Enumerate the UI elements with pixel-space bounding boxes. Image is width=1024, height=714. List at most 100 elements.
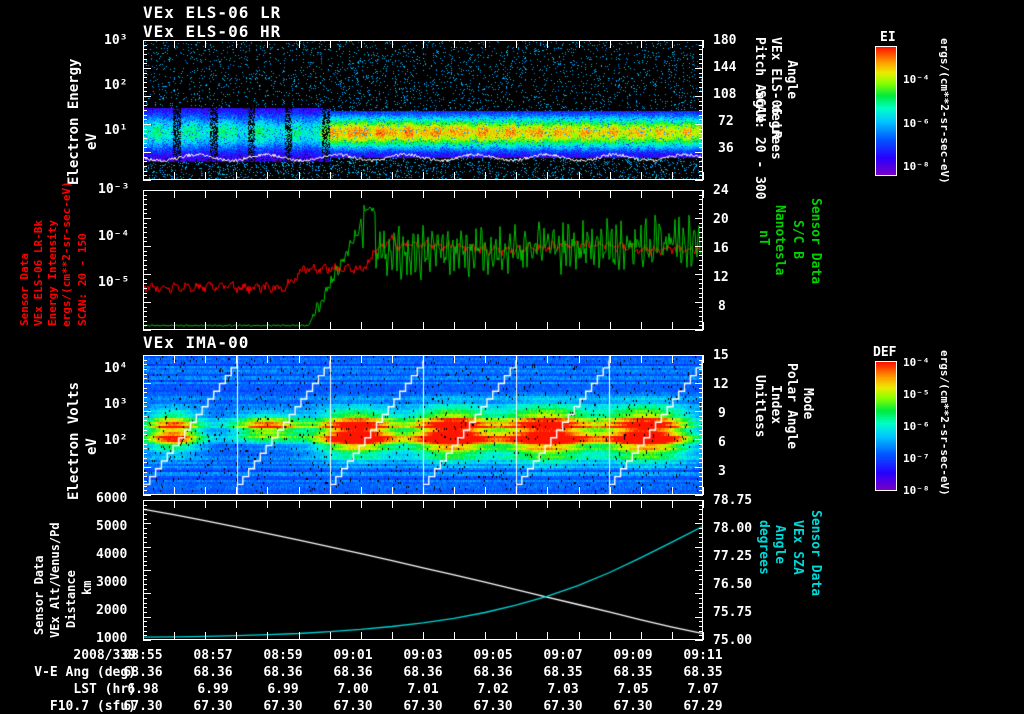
panel3-y2tick-1: 12 [713, 377, 729, 392]
panel4-y2tick-0: 78.75 [713, 493, 753, 508]
colorbar2-tick-3: 10⁻⁷ [903, 452, 930, 465]
panel2-timeseries[interactable] [143, 190, 703, 330]
bottom-cell-lst-0: 6.98 [127, 682, 159, 697]
panel4-left-label-4: km [80, 580, 94, 595]
panel2-ytick-0: 10⁻³ [98, 182, 130, 197]
panel1-title-hr: VEx ELS-06 HR [143, 22, 282, 41]
colorbar1-tick-1: 10⁻⁶ [903, 117, 930, 130]
colorbar1[interactable] [875, 46, 897, 176]
bottom-cell-ve_ang-2: 68.36 [263, 665, 303, 680]
bottom-cell-times-1: 08:57 [193, 648, 233, 663]
panel3-left-axis-units: eV [84, 438, 100, 455]
panel3-ytick-0: 10⁴ [104, 361, 128, 376]
panel1-left-axis-units: eV [84, 133, 100, 150]
colorbar2-tick-1: 10⁻⁵ [903, 388, 930, 401]
panel1-ytick-0: 10³ [104, 33, 128, 48]
bottom-cell-f107-3: 67.30 [333, 699, 373, 714]
bottom-cell-f107-7: 67.30 [613, 699, 653, 714]
bottom-cell-f107-1: 67.30 [193, 699, 233, 714]
panel1-ytick-1: 10² [104, 78, 128, 93]
panel3-spectrogram[interactable] [143, 355, 703, 495]
panel2-left-label-1: Sensor Data [18, 253, 31, 326]
panel4-ytick-0: 6000 [96, 491, 128, 506]
panel2-right-label-3: Nanotesla [772, 205, 787, 276]
panel2-left-label-4: ergs/(cm**2-sr-sec-eV) [60, 181, 73, 327]
panel3-right-label-3: Index [768, 385, 783, 425]
colorbar2-tick-2: 10⁻⁶ [903, 420, 930, 433]
bottom-cell-f107-5: 67.30 [473, 699, 513, 714]
bottom-row-label-2: LST (hr) [73, 682, 136, 697]
bottom-cell-lst-4: 7.01 [407, 682, 439, 697]
panel4-timeseries[interactable] [143, 500, 703, 640]
bottom-cell-f107-4: 67.30 [403, 699, 443, 714]
bottom-cell-f107-8: 67.29 [683, 699, 723, 714]
panel4-ytick-2: 4000 [96, 547, 128, 562]
bottom-cell-ve_ang-6: 68.35 [543, 665, 583, 680]
panel1-right-label-5: SCAN: 20 - 300 [752, 90, 767, 200]
panel3-left-axis-label: Electron Volts [66, 381, 82, 500]
panel2-ytick-2: 10⁻⁵ [98, 275, 130, 290]
colorbar2[interactable] [875, 361, 897, 491]
colorbar1-tick-0: 10⁻⁴ [903, 73, 930, 86]
bottom-cell-times-0: 08:55 [123, 648, 163, 663]
colorbar1-title: EI [880, 30, 896, 45]
bottom-cell-lst-1: 6.99 [197, 682, 229, 697]
panel4-left-label-3: Distance [64, 570, 78, 628]
panel2-right-label-1: Sensor Data [808, 198, 823, 285]
bottom-cell-ve_ang-5: 68.36 [473, 665, 513, 680]
colorbar2-tick-0: 10⁻⁴ [903, 356, 930, 369]
panel4-left-label-1: Sensor Data [32, 555, 46, 635]
colorbar1-tick-2: 10⁻⁸ [903, 160, 930, 173]
panel3-ytick-2: 10² [104, 433, 128, 448]
bottom-cell-ve_ang-0: 68.36 [123, 665, 163, 680]
panel2-right-label-4: nT [756, 230, 771, 246]
bottom-cell-lst-6: 7.03 [547, 682, 579, 697]
panel1-y2tick-1: 144 [713, 60, 737, 75]
panel1-left-axis-label: Electron Energy [66, 58, 82, 185]
panel2-ytick-1: 10⁻⁴ [98, 229, 130, 244]
panel3-ytick-1: 10³ [104, 397, 128, 412]
panel4-left-label-2: VEx Alt/Venus/Pd [48, 522, 62, 638]
bottom-cell-lst-3: 7.00 [337, 682, 369, 697]
bottom-cell-ve_ang-1: 68.36 [193, 665, 233, 680]
colorbar2-title: DEF [873, 345, 897, 360]
panel2-left-label-5: SCAN: 20 - 150 [76, 233, 89, 326]
bottom-cell-ve_ang-4: 68.36 [403, 665, 443, 680]
panel1-y2tick-2: 108 [713, 87, 737, 102]
bottom-cell-times-4: 09:03 [403, 648, 443, 663]
panel2-y2tick-1: 20 [713, 212, 729, 227]
panel4-y2tick-2: 77.25 [713, 549, 753, 564]
panel1-ytick-2: 10¹ [104, 123, 128, 138]
panel3-y2tick-3: 6 [718, 435, 726, 450]
bottom-cell-lst-7: 7.05 [617, 682, 649, 697]
bottom-cell-f107-2: 67.30 [263, 699, 303, 714]
panel3-right-label-1: Mode [800, 388, 815, 420]
panel2-right-label-2: S/C B [790, 220, 805, 260]
panel1-spectrogram[interactable] [143, 40, 703, 180]
panel4-ytick-3: 3000 [96, 575, 128, 590]
colorbar2-tick-4: 10⁻⁸ [903, 484, 930, 497]
panel3-y2tick-0: 15 [713, 348, 729, 363]
panel3-right-label-2: Polar Angle [784, 363, 799, 450]
panel4-right-label-4: degrees [756, 520, 771, 575]
panel4-y2tick-4: 75.75 [713, 605, 753, 620]
panel1-y2tick-0: 180 [713, 33, 737, 48]
bottom-cell-lst-8: 7.07 [687, 682, 719, 697]
panel1-right-label-1: Pitch Angle [752, 37, 767, 124]
bottom-cell-times-5: 09:05 [473, 648, 513, 663]
bottom-cell-ve_ang-3: 68.36 [333, 665, 373, 680]
bottom-cell-times-7: 09:09 [613, 648, 653, 663]
panel3-title: VEx IMA-00 [143, 333, 250, 352]
panel2-y2tick-4: 8 [718, 299, 726, 314]
panel2-left-label-3: Energy Intensity [46, 220, 59, 326]
panel4-right-label-3: Angle [772, 525, 787, 565]
panel4-y2tick-1: 78.00 [713, 521, 753, 536]
bottom-cell-times-8: 09:11 [683, 648, 723, 663]
panel1-right-label-4: degrees [768, 105, 783, 160]
panel3-right-label-4: Unitless [752, 375, 767, 438]
colorbar1-units: ergs/(cm**2-sr-sec-eV) [938, 38, 951, 184]
bottom-row-label-1: V-E Ang (deg) [34, 665, 136, 680]
colorbar2-units: ergs/(cm**2-sr-sec-eV) [938, 350, 951, 496]
panel4-ytick-4: 2000 [96, 603, 128, 618]
bottom-row-label-3: F10.7 (sfu) [49, 699, 136, 714]
